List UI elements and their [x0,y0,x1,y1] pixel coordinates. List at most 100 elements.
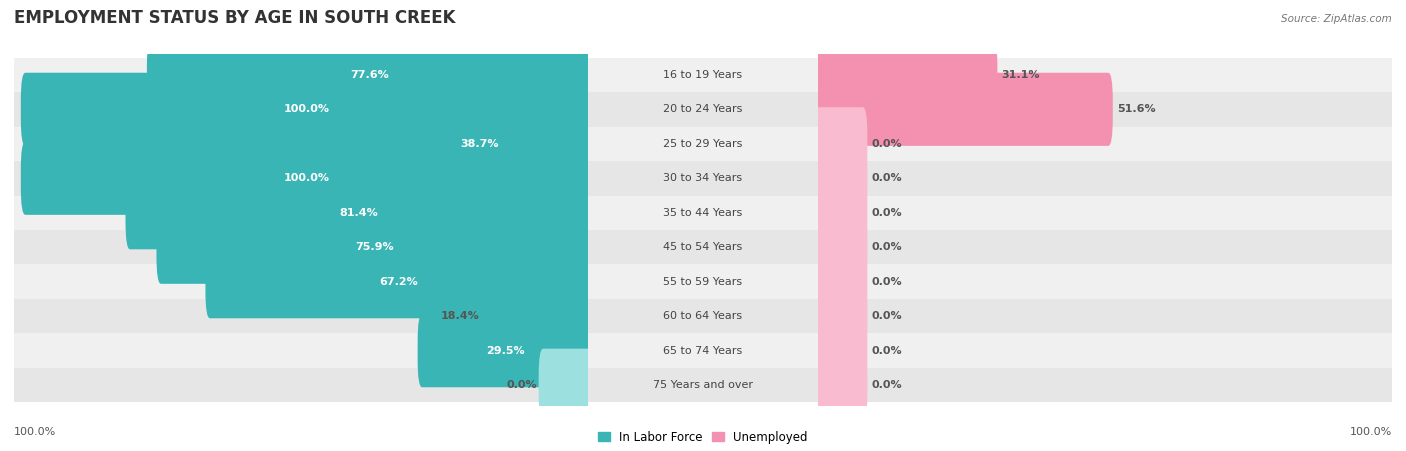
Text: 0.0%: 0.0% [872,380,901,390]
FancyBboxPatch shape [479,280,593,353]
Text: 75 Years and over: 75 Years and over [652,380,754,390]
Text: 100.0%: 100.0% [1350,428,1392,437]
FancyBboxPatch shape [813,349,868,422]
FancyBboxPatch shape [813,245,868,318]
FancyBboxPatch shape [21,142,593,215]
Bar [588,92,818,127]
Text: 81.4%: 81.4% [340,208,378,218]
Bar [14,230,588,264]
Text: 0.0%: 0.0% [872,139,901,149]
Text: 0.0%: 0.0% [508,380,537,390]
Bar [0,333,1406,368]
Bar [0,368,1406,402]
Bar [818,230,1392,264]
Bar [818,299,1392,333]
Bar [14,161,588,196]
Text: 18.4%: 18.4% [440,311,479,321]
Text: 0.0%: 0.0% [872,277,901,287]
Text: 45 to 54 Years: 45 to 54 Years [664,242,742,252]
Bar [818,264,1392,299]
Bar [0,92,1406,127]
Text: 0.0%: 0.0% [872,173,901,183]
Text: 0.0%: 0.0% [872,242,901,252]
Bar [198,127,1406,161]
Bar [818,333,1392,368]
Bar [0,264,1406,299]
FancyBboxPatch shape [125,176,593,249]
Bar [0,333,1406,368]
Bar [0,127,1406,161]
Bar [0,161,1406,196]
Text: 51.6%: 51.6% [1116,104,1156,114]
FancyBboxPatch shape [813,73,1112,146]
Text: 67.2%: 67.2% [380,277,419,287]
Bar [818,368,1392,402]
Bar [14,196,588,230]
FancyBboxPatch shape [146,38,593,111]
Text: 100.0%: 100.0% [284,173,330,183]
Bar [198,161,1406,196]
FancyBboxPatch shape [21,73,593,146]
Bar [818,196,1392,230]
Bar [818,127,1392,161]
Bar [14,333,588,368]
Bar [0,58,1406,92]
FancyBboxPatch shape [366,107,593,180]
Bar [0,264,1406,299]
Bar [818,58,1392,92]
FancyBboxPatch shape [205,245,593,318]
Bar [588,196,818,230]
Bar [198,299,1406,333]
Text: 30 to 34 Years: 30 to 34 Years [664,173,742,183]
Bar [588,230,818,264]
FancyBboxPatch shape [813,38,997,111]
Bar [588,368,818,402]
Text: 75.9%: 75.9% [356,242,394,252]
Text: 16 to 19 Years: 16 to 19 Years [664,70,742,80]
Bar [818,161,1392,196]
Bar [0,161,1406,196]
Bar [198,230,1406,264]
FancyBboxPatch shape [813,176,868,249]
Bar [0,196,1406,230]
Text: 55 to 59 Years: 55 to 59 Years [664,277,742,287]
Text: 31.1%: 31.1% [1001,70,1040,80]
Bar [0,127,1406,161]
Bar [198,58,1406,92]
Text: 38.7%: 38.7% [460,139,499,149]
Text: 35 to 44 Years: 35 to 44 Years [664,208,742,218]
FancyBboxPatch shape [813,211,868,284]
Bar [0,58,1406,92]
Bar [14,58,588,92]
Bar [588,161,818,196]
Bar [0,230,1406,264]
Text: 100.0%: 100.0% [14,428,56,437]
Bar [198,368,1406,402]
Legend: In Labor Force, Unemployed: In Labor Force, Unemployed [593,426,813,448]
FancyBboxPatch shape [156,211,593,284]
Text: 29.5%: 29.5% [486,346,524,356]
FancyBboxPatch shape [418,314,593,387]
Bar [14,368,588,402]
Bar [14,264,588,299]
Text: 25 to 29 Years: 25 to 29 Years [664,139,742,149]
Text: 100.0%: 100.0% [284,104,330,114]
FancyBboxPatch shape [813,107,868,180]
Text: EMPLOYMENT STATUS BY AGE IN SOUTH CREEK: EMPLOYMENT STATUS BY AGE IN SOUTH CREEK [14,9,456,27]
Text: 20 to 24 Years: 20 to 24 Years [664,104,742,114]
Bar [588,264,818,299]
Bar [14,299,588,333]
Bar [0,299,1406,333]
FancyBboxPatch shape [813,280,868,353]
Text: 60 to 64 Years: 60 to 64 Years [664,311,742,321]
FancyBboxPatch shape [813,142,868,215]
Bar [588,333,818,368]
Bar [588,299,818,333]
Bar [198,92,1406,127]
Bar [198,264,1406,299]
FancyBboxPatch shape [813,314,868,387]
Text: 0.0%: 0.0% [872,346,901,356]
Bar [0,299,1406,333]
Bar [14,127,588,161]
Text: 0.0%: 0.0% [872,208,901,218]
